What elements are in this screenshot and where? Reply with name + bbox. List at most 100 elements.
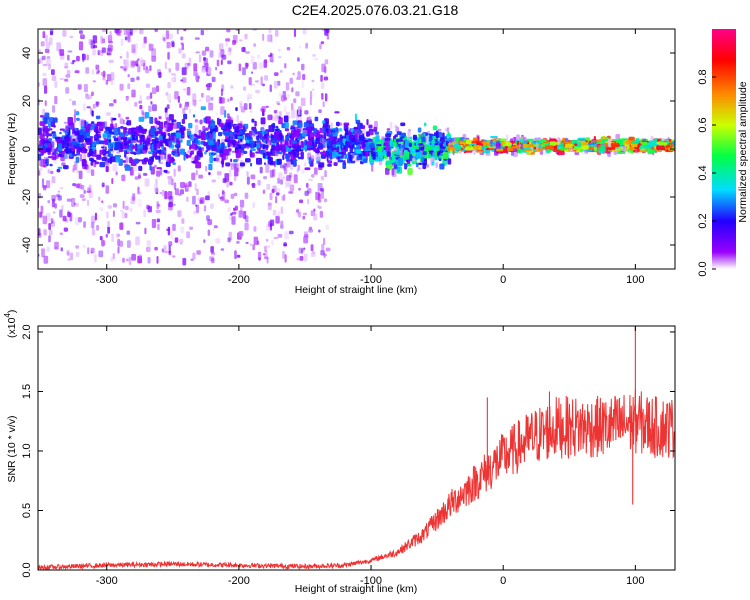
heatmap-cell xyxy=(210,96,214,101)
spectrogram-y-tick-label: -40 xyxy=(21,237,33,253)
heatmap-cell xyxy=(137,198,142,208)
heatmap-cell xyxy=(107,226,110,234)
heatmap-cell xyxy=(168,68,171,73)
heatmap-cell xyxy=(106,112,111,116)
heatmap-cell xyxy=(203,141,207,146)
heatmap-cell xyxy=(154,246,158,251)
heatmap-cell xyxy=(199,199,203,204)
heatmap-cell xyxy=(147,246,151,252)
heatmap-cell xyxy=(424,143,427,151)
heatmap-cell xyxy=(123,29,128,36)
heatmap-cell xyxy=(127,138,132,144)
heatmap-cell xyxy=(639,145,645,149)
heatmap-cell xyxy=(63,66,69,69)
snr-y-tick-label: 0.0 xyxy=(21,562,33,577)
heatmap-cell xyxy=(132,48,136,53)
heatmap-cell xyxy=(449,138,453,143)
colorbar-tick-label: 0.4 xyxy=(697,165,709,180)
heatmap-cell xyxy=(358,153,363,157)
heatmap-cell xyxy=(63,165,69,170)
heatmap-cell xyxy=(62,215,67,222)
heatmap-cell xyxy=(239,100,243,109)
heatmap-cell xyxy=(197,22,201,24)
heatmap-cell xyxy=(165,30,169,40)
heatmap-cell xyxy=(66,134,70,143)
heatmap-cell xyxy=(144,178,150,187)
heatmap-cell xyxy=(277,211,281,217)
heatmap-cell xyxy=(54,95,58,105)
heatmap-cell xyxy=(138,191,142,195)
heatmap-cell xyxy=(80,125,85,131)
heatmap-cell xyxy=(349,145,353,154)
heatmap-cell xyxy=(47,121,51,128)
heatmap-cell xyxy=(127,83,131,90)
heatmap-cell xyxy=(155,178,158,185)
heatmap-cell xyxy=(52,133,55,136)
heatmap-cell xyxy=(183,88,186,91)
heatmap-cell xyxy=(166,41,171,49)
heatmap-cell xyxy=(148,105,152,112)
heatmap-cell xyxy=(177,210,182,217)
heatmap-cell xyxy=(256,135,260,141)
heatmap-cell xyxy=(171,150,176,155)
heatmap-cell xyxy=(237,136,243,139)
heatmap-cell xyxy=(67,127,71,136)
heatmap-cell xyxy=(49,163,53,167)
heatmap-cell xyxy=(71,141,78,146)
heatmap-cell xyxy=(176,148,180,154)
heatmap-cell xyxy=(205,165,208,172)
heatmap-cell xyxy=(267,114,273,120)
heatmap-cell xyxy=(275,215,280,224)
heatmap-cell xyxy=(267,54,273,57)
heatmap-cell xyxy=(297,57,300,62)
heatmap-cell xyxy=(318,109,322,114)
heatmap-cell xyxy=(172,41,175,48)
heatmap-cell xyxy=(169,140,172,148)
heatmap-cell xyxy=(123,142,128,146)
spectrogram-x-axis: -300 -200 -100 0 100 xyxy=(96,29,645,286)
heatmap-cell xyxy=(95,115,101,120)
heatmap-cell xyxy=(144,227,147,235)
heatmap-cell xyxy=(230,85,234,89)
heatmap-cell xyxy=(397,158,403,166)
heatmap-cell xyxy=(144,157,148,160)
heatmap-cell xyxy=(90,126,95,130)
heatmap-cell xyxy=(245,51,250,54)
heatmap-cell xyxy=(99,161,106,168)
heatmap-cell xyxy=(108,59,114,63)
heatmap-cell xyxy=(321,92,324,100)
heatmap-cell xyxy=(280,220,284,229)
heatmap-cell xyxy=(586,150,591,153)
heatmap-cell xyxy=(166,104,170,109)
heatmap-cell xyxy=(188,181,192,187)
heatmap-cell xyxy=(497,138,507,142)
heatmap-cell xyxy=(446,127,450,133)
snr-y-tick-label: 1.5 xyxy=(21,384,33,399)
heatmap-cell xyxy=(301,63,305,71)
heatmap-cell xyxy=(667,137,670,143)
heatmap-cell xyxy=(95,64,100,70)
heatmap-cell xyxy=(54,241,59,250)
heatmap-cell xyxy=(282,154,285,161)
snr-y-multiplier-close: ) xyxy=(6,310,18,314)
heatmap-cell xyxy=(178,20,181,29)
heatmap-cell xyxy=(366,119,369,126)
heatmap-cell xyxy=(574,143,578,147)
heatmap-cell xyxy=(557,136,561,145)
heatmap-cell xyxy=(439,163,445,170)
heatmap-cell xyxy=(322,120,326,124)
heatmap-cell xyxy=(339,140,343,144)
heatmap-cell xyxy=(325,224,329,230)
heatmap-cell xyxy=(448,147,457,151)
heatmap-cell xyxy=(628,146,635,151)
heatmap-cell xyxy=(335,127,338,133)
heatmap-cell xyxy=(358,135,365,141)
heatmap-cell xyxy=(51,194,57,201)
heatmap-cell xyxy=(355,133,358,142)
heatmap-cell xyxy=(175,62,180,71)
heatmap-cell xyxy=(118,29,122,33)
heatmap-cell xyxy=(96,224,99,231)
heatmap-cell xyxy=(125,116,130,120)
heatmap-cell xyxy=(77,26,80,29)
heatmap-cell xyxy=(389,121,393,129)
